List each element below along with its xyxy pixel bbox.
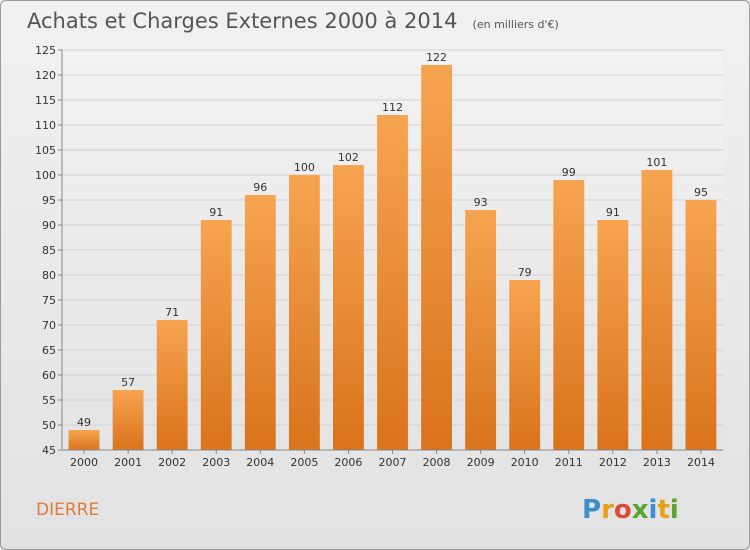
x-tick-label-2014: 2014 [687, 456, 715, 469]
chart-title: Achats et Charges Externes 2000 à 2014 (… [27, 9, 559, 33]
x-tick-label-2008: 2008 [423, 456, 451, 469]
title-main: Achats et Charges Externes 2000 à 2014 [27, 9, 457, 33]
y-tick-label: 55 [42, 394, 56, 407]
y-tick-label: 90 [42, 219, 56, 232]
y-tick-label: 85 [42, 244, 56, 257]
y-tick-label: 115 [35, 94, 56, 107]
data-label-2012: 91 [606, 206, 620, 219]
y-tick-label: 65 [42, 344, 56, 357]
logo-letter: i [670, 495, 679, 525]
logo-letter: i [649, 495, 658, 525]
x-tick-label-2002: 2002 [158, 456, 186, 469]
data-label-2006: 102 [338, 151, 359, 164]
data-label-2014: 95 [694, 186, 708, 199]
x-tick-label-2001: 2001 [114, 456, 142, 469]
y-tick-label: 70 [42, 319, 56, 332]
bar-2000 [68, 430, 100, 450]
data-label-2007: 112 [382, 101, 403, 114]
data-label-2009: 93 [474, 196, 488, 209]
data-labels: 49 57 71 91 96 100 102 112 122 93 79 99 91 101 95 [77, 51, 708, 429]
y-tick-label: 80 [42, 269, 56, 282]
commune-name: DIERRE [36, 500, 99, 520]
bar-2011 [553, 180, 585, 450]
bar-2001 [112, 390, 144, 450]
y-tick-label: 45 [42, 444, 56, 457]
y-tick-label: 100 [35, 169, 56, 182]
data-label-2011: 99 [562, 166, 576, 179]
x-tick-label-2006: 2006 [334, 456, 362, 469]
data-label-2003: 91 [209, 206, 223, 219]
proxiti-logo: Proxiti [582, 495, 679, 525]
bars [68, 65, 717, 450]
data-label-2008: 122 [426, 51, 447, 64]
bar-2004 [244, 195, 276, 450]
logo-letter: P [582, 495, 601, 525]
logo-letter: t [657, 495, 669, 525]
bar-2012 [597, 220, 629, 450]
y-tick-label: 75 [42, 294, 56, 307]
data-label-2004: 96 [253, 181, 267, 194]
x-tick-label-2004: 2004 [246, 456, 274, 469]
y-tick-label: 60 [42, 369, 56, 382]
bar-2007 [377, 115, 408, 450]
x-tick-label-2012: 2012 [599, 456, 627, 469]
data-label-2010: 79 [518, 266, 532, 279]
bar-2006 [333, 165, 364, 450]
x-tick-label-2011: 2011 [555, 456, 583, 469]
data-label-2000: 49 [77, 416, 91, 429]
bar-2009 [465, 210, 497, 450]
bar-2002 [156, 320, 188, 450]
data-label-2005: 100 [294, 161, 315, 174]
logo-letter: r [601, 495, 614, 525]
data-label-2002: 71 [165, 306, 179, 319]
x-tick-label-2005: 2005 [290, 456, 318, 469]
x-tick-label-2003: 2003 [202, 456, 230, 469]
logo-letter: x [632, 495, 649, 525]
data-label-2013: 101 [646, 156, 667, 169]
bar-2013 [641, 170, 673, 450]
x-tick-label-2000: 2000 [70, 456, 98, 469]
y-tick-label: 125 [35, 44, 56, 57]
bar-2003 [200, 220, 232, 450]
logo-letter: o [614, 495, 632, 525]
data-label-2001: 57 [121, 376, 135, 389]
bar-2005 [288, 175, 320, 450]
bar-2014 [685, 200, 717, 450]
y-tick-label: 95 [42, 194, 56, 207]
title-unit: (en milliers d'€) [473, 18, 559, 31]
x-tick-label-2007: 2007 [379, 456, 407, 469]
y-tick-label: 50 [42, 419, 56, 432]
x-tick-label-2010: 2010 [511, 456, 539, 469]
y-axis-ticks: 45 50 55 60 65 70 75 80 85 90 95 100 105 110 115 120 125 [35, 44, 62, 457]
x-tick-label-2013: 2013 [643, 456, 671, 469]
bar-2008 [421, 65, 452, 450]
bar-2010 [509, 280, 541, 450]
y-tick-label: 110 [35, 119, 56, 132]
y-tick-label: 105 [35, 144, 56, 157]
x-tick-label-2009: 2009 [467, 456, 495, 469]
x-axis-ticks: 2000 2001 2002 2003 2004 2005 2006 2007 2008 2009… [70, 450, 715, 469]
y-tick-label: 120 [35, 69, 56, 82]
